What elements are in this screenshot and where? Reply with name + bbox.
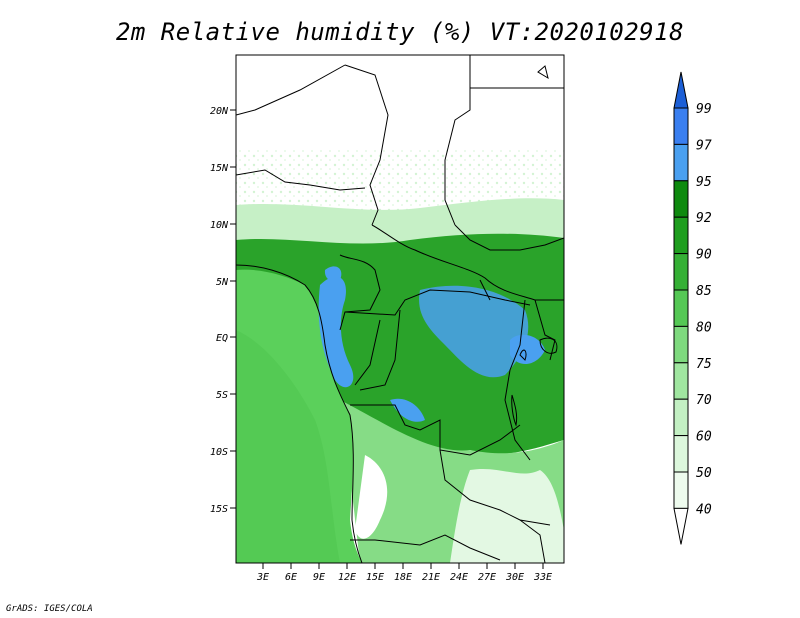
lon-tick-label: 3E [256,572,269,583]
chart-title: 2m Relative humidity (%) VT:2020102918 [115,18,685,46]
lat-tick-label: 15S [210,504,228,515]
colorbar-label: 60 [696,430,712,445]
humid-patch-lakes [510,334,545,365]
colorbar-segment [673,471,689,509]
lon-tick-label: 15E [366,572,384,583]
colorbar-label: 92 [696,211,712,226]
colorbar-segment [673,325,689,364]
lat-tick-label: EQ [216,333,228,344]
colorbar-label: 85 [696,284,712,299]
colorbar-label: 40 [696,502,712,517]
colorbar-bottom-arrow [673,507,689,545]
lon-tick-label: 24E [450,572,468,583]
lon-tick-label: 30E [505,572,524,583]
humid-patch-congo [419,285,529,378]
humid-patch-cameroon [324,266,342,282]
lon-tick-label: 33E [533,572,552,583]
colorbar-label: 99 [696,102,712,117]
ocean-shade [236,330,340,563]
humid-patch-coast [318,276,354,388]
lat-tick-label: 15N [210,163,229,174]
colorbar-segment [673,143,689,182]
colorbar-label: 80 [696,320,712,335]
colorbar-segment [673,435,689,473]
colorbar-segment [673,180,689,218]
map-frame [235,54,565,564]
credit-text: GrADS: IGES/COLA [6,604,93,614]
colorbar-segment [673,216,689,255]
lakes-outline [511,65,558,427]
colorbar-segment [673,398,689,437]
lat-tick-label: 10N [210,220,229,231]
colorbar: 99 97 95 92 90 85 80 75 70 60 50 40 [673,71,712,545]
colorbar-label: 97 [696,138,712,153]
humid-patch-south [390,398,425,422]
lon-tick-label: 6E [285,572,297,583]
country-borders [236,55,564,563]
colorbar-segment [673,362,689,400]
colorbar-segment [673,253,689,291]
colorbar-label: 90 [696,248,712,263]
lat-tick-label: 10S [210,447,228,458]
lat-tick-label: 20N [210,106,229,117]
lon-tick-label: 12E [338,572,356,583]
colorbar-label: 50 [696,466,712,481]
lon-tick-label: 9E [313,572,325,583]
longitude-axis: 3E 6E 9E 12E 15E 18E 21E 24E 27E 30E 33E [256,563,552,583]
humidity-field [236,55,564,563]
latitude-axis: 20N 15N 10N 5N EQ 5S 10S 15S [210,106,236,515]
colorbar-segment [673,107,689,145]
lon-tick-label: 21E [422,572,440,583]
lat-tick-label: 5S [216,390,228,401]
southern-dry-patch [450,468,564,563]
namib-dry-patch [355,455,388,539]
colorbar-segment [673,289,689,327]
colorbar-label: 70 [696,393,712,408]
lon-tick-label: 27E [478,572,496,583]
colorbar-label: 95 [696,175,712,190]
colorbar-label: 75 [696,357,712,372]
lon-tick-label: 18E [394,572,412,583]
lat-tick-label: 5N [216,277,229,288]
colorbar-top-arrow [673,71,689,109]
